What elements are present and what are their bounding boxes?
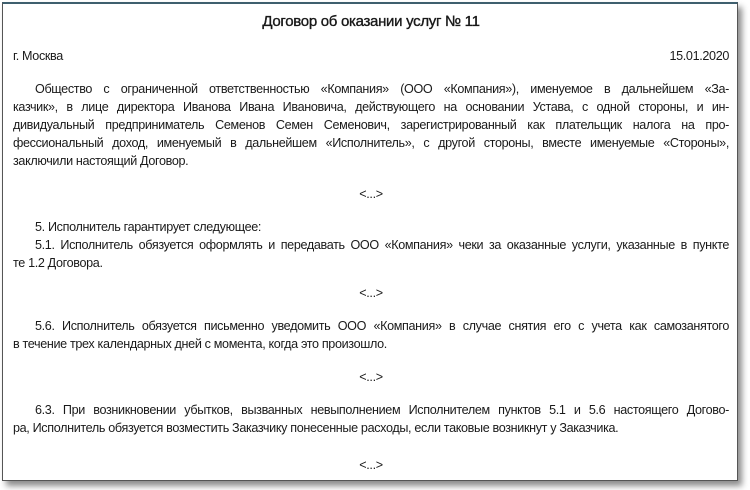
clause-6-3-line: 6.3. При возникновении убытков, вызванны… xyxy=(35,403,729,417)
city: г. Москва xyxy=(13,49,63,63)
clause-5-1-line: те 1.2 Договора. xyxy=(13,256,103,270)
contract-document: Договор об оказании услуг № 11 г. Москва… xyxy=(2,2,738,481)
clause-5-6-line: 5.6. Исполнитель обязуется письменно уве… xyxy=(35,319,729,333)
preamble-line: Общество с ограниченной ответственностью… xyxy=(35,82,729,96)
clause-5-1-line: 5.1. Исполнитель обязуется оформлять и п… xyxy=(35,238,729,252)
omission-mark: <...> xyxy=(359,187,383,201)
document-title: Договор об оказании услуг № 11 xyxy=(262,13,480,30)
clause-6-3-line: ра, Исполнитель обязуется возместить Зак… xyxy=(13,421,619,435)
clause-5: 5. Исполнитель гарантирует следующее: xyxy=(35,220,262,234)
preamble-line: казчик», в лице директора Иванова Ивана … xyxy=(13,100,729,114)
date: 15.01.2020 xyxy=(669,49,729,63)
omission-mark: <...> xyxy=(359,370,383,384)
preamble-line: дивидуальный предприниматель Семенов Сем… xyxy=(13,118,729,132)
clause-5-6-line: в течение трех календарных дней с момент… xyxy=(13,337,387,351)
preamble-line: фессиональный доход, именуемый в дальней… xyxy=(13,136,729,150)
omission-mark: <...> xyxy=(359,286,383,300)
omission-mark: <...> xyxy=(359,458,383,472)
preamble-line: заключили настоящий Договор. xyxy=(13,154,189,168)
